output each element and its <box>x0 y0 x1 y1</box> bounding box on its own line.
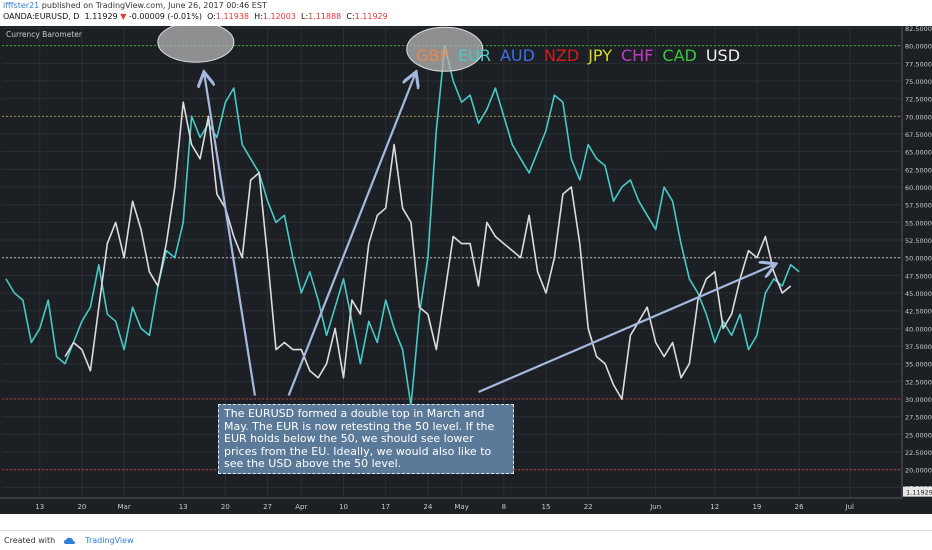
publish-text: published on TradingView.com, June 26, 2… <box>41 1 267 10</box>
y-tick-label: 75.0000 <box>905 78 932 86</box>
x-tick-label: 8 <box>502 503 506 511</box>
trend-arrow <box>287 74 416 396</box>
y-tick-label: 35.0000 <box>905 361 932 369</box>
low-value: 1.11888 <box>308 12 342 21</box>
y-axis-panel <box>902 26 932 514</box>
tradingview-link[interactable]: TradingView <box>85 536 134 545</box>
y-tick-label: 50.0000 <box>905 255 932 263</box>
x-tick-label: Jul <box>845 503 855 511</box>
ohlc-line: OANDA:EURUSD, D 1.11929 ▼ -0.00009 (-0.0… <box>3 12 388 21</box>
open-value: 1.11938 <box>215 12 250 21</box>
y-tick-label: 70.0000 <box>905 113 932 121</box>
symbol-label: OANDA:EURUSD, D <box>3 12 80 21</box>
last-price: 1.11929 <box>84 12 118 21</box>
trend-arrow <box>478 265 774 393</box>
x-tick-label: 10 <box>339 503 348 511</box>
x-tick-label: Apr <box>295 503 307 511</box>
close-label: C: <box>346 12 355 21</box>
open-label: O: <box>207 12 216 21</box>
series-line-eur <box>5 44 800 407</box>
y-tick-label: 80.0000 <box>905 43 932 51</box>
x-tick-label: 15 <box>542 503 551 511</box>
y-tick-label: 25.0000 <box>905 431 932 439</box>
publish-line: ifffster21 published on TradingView.com,… <box>3 1 267 10</box>
trend-arrow <box>204 74 256 396</box>
y-tick-label: 40.0000 <box>905 325 932 333</box>
author-link[interactable]: ifffster21 <box>3 1 40 10</box>
x-tick-label: Jun <box>649 503 661 511</box>
x-tick-label: 12 <box>710 503 719 511</box>
x-tick-label: 19 <box>752 503 761 511</box>
y-tick-label: 55.0000 <box>905 219 932 227</box>
legend-chf: CHF <box>621 46 654 65</box>
series-line-usd <box>64 101 792 400</box>
y-tick-label: 22.5000 <box>905 449 932 457</box>
x-tick-label: 17 <box>381 503 390 511</box>
x-tick-label: Mar <box>118 503 131 511</box>
y-tick-label: 52.5000 <box>905 237 932 245</box>
high-label: H: <box>254 12 263 21</box>
y-tick-label: 60.0000 <box>905 184 932 192</box>
x-tick-label: 13 <box>35 503 44 511</box>
y-tick-label: 32.5000 <box>905 378 932 386</box>
x-axis-panel <box>0 498 932 514</box>
y-tick-label: 65.0000 <box>905 149 932 157</box>
y-tick-label: 72.5000 <box>905 96 932 104</box>
chart-header: ifffster21 published on TradingView.com,… <box>0 0 932 26</box>
highlight-ellipse <box>157 21 235 63</box>
legend-eur: EUR <box>458 46 491 65</box>
annotation-callout[interactable]: The EURUSD formed a double top in March … <box>218 404 514 474</box>
low-label: L: <box>301 12 309 21</box>
last-price-tag-label: 1.11929 <box>906 489 932 497</box>
legend-gbp: GBP <box>416 46 450 65</box>
currency-legend: GBP EUR AUD NZD JPY CHF CAD USD <box>416 46 749 70</box>
x-tick-label: 26 <box>795 503 804 511</box>
y-tick-label: 82.5000 <box>905 26 932 33</box>
x-tick-label: 13 <box>179 503 188 511</box>
x-tick-label: 22 <box>584 503 593 511</box>
down-triangle-icon: ▼ <box>120 12 127 21</box>
legend-jpy: JPY <box>588 46 612 65</box>
y-tick-label: 67.5000 <box>905 131 932 139</box>
x-tick-label: 24 <box>423 503 432 511</box>
footer: Created with TradingView <box>0 530 932 550</box>
x-tick-label: 20 <box>221 503 230 511</box>
y-tick-label: 37.5000 <box>905 343 932 351</box>
high-value: 1.12003 <box>262 12 296 21</box>
legend-cad: CAD <box>662 46 697 65</box>
x-tick-label: May <box>454 503 468 511</box>
last-price-tag <box>903 486 932 497</box>
legend-nzd: NZD <box>543 46 580 65</box>
tradingview-cloud-icon <box>63 537 75 544</box>
x-tick-label: 27 <box>263 503 272 511</box>
y-tick-label: 20.0000 <box>905 467 932 475</box>
y-tick-label: 42.5000 <box>905 308 932 316</box>
y-tick-label: 27.5000 <box>905 414 932 422</box>
y-tick-label: 30.0000 <box>905 396 932 404</box>
close-value: 1.11929 <box>354 12 388 21</box>
y-tick-label: 77.5000 <box>905 60 932 68</box>
y-tick-label: 45.0000 <box>905 290 932 298</box>
x-tick-label: 20 <box>77 503 86 511</box>
price-change: -0.00009 (-0.01%) <box>128 12 202 21</box>
indicator-title: Currency Barometer <box>6 30 83 39</box>
y-tick-label: 47.5000 <box>905 272 932 280</box>
legend-usd: USD <box>705 46 741 65</box>
created-with-text: Created with <box>4 536 56 545</box>
highlight-ellipse <box>406 26 484 72</box>
y-tick-label: 57.5000 <box>905 202 932 210</box>
y-tick-label: 62.5000 <box>905 166 932 174</box>
legend-aud: AUD <box>499 46 535 65</box>
